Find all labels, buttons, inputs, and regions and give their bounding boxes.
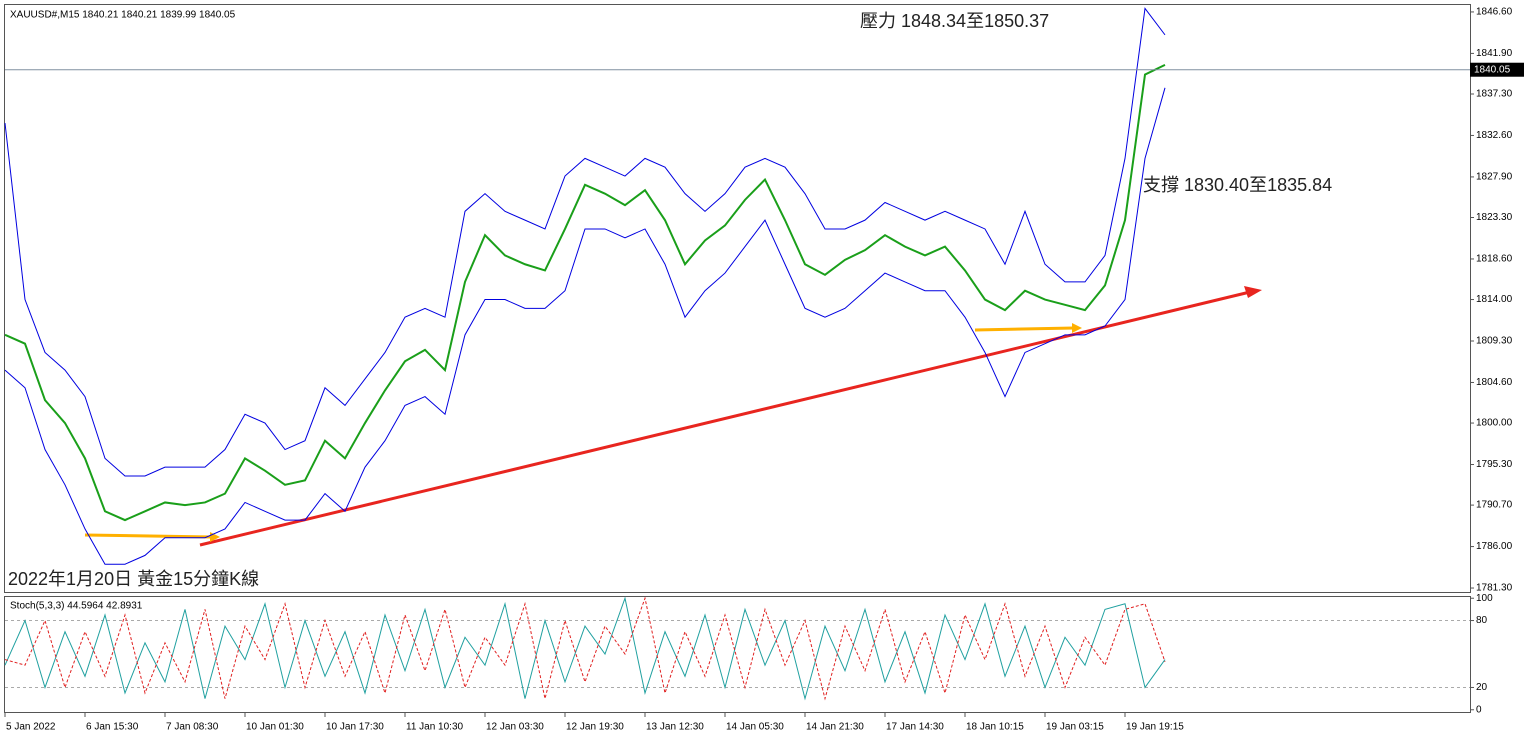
x-tick-label: 19 Jan 03:15 — [1046, 722, 1104, 733]
x-tick-label: 6 Jan 15:30 — [86, 722, 139, 733]
x-tick-label: 7 Jan 08:30 — [166, 722, 219, 733]
y-tick-label: 1795.30 — [1476, 459, 1513, 470]
last-price-label: 1840.05 — [1474, 64, 1511, 75]
y-tick-label: 1786.00 — [1476, 541, 1513, 552]
series-line — [4, 596, 1166, 701]
y-tick-label: 1809.30 — [1476, 336, 1513, 347]
x-tick-label: 5 Jan 2022 — [6, 722, 56, 733]
support-arrow — [1072, 323, 1082, 333]
y-tick-label: 1800.00 — [1476, 418, 1513, 429]
y-tick-label: 1781.30 — [1476, 583, 1513, 594]
x-tick-label: 13 Jan 12:30 — [646, 722, 704, 733]
series-line — [4, 7, 1166, 477]
chart-caption: 2022年1月20日 黃金15分鐘K線 — [8, 569, 259, 589]
y-tick-label: 80 — [1476, 615, 1488, 626]
y-tick-label: 1818.60 — [1476, 254, 1513, 265]
x-tick-label: 18 Jan 10:15 — [966, 722, 1024, 733]
x-tick-label: 19 Jan 19:15 — [1126, 722, 1184, 733]
y-tick-label: 1823.30 — [1476, 212, 1513, 223]
y-tick-label: 0 — [1476, 704, 1482, 715]
support-line — [974, 326, 1075, 332]
y-tick-label: 1846.60 — [1476, 7, 1513, 18]
last-price-box — [1470, 62, 1524, 77]
x-tick-label: 10 Jan 17:30 — [326, 722, 384, 733]
support-line — [84, 533, 213, 539]
trend-arrow — [1244, 286, 1262, 298]
x-tick-label: 11 Jan 10:30 — [406, 722, 464, 733]
stoch-panel — [4, 596, 1471, 713]
x-tick-label: 17 Jan 14:30 — [886, 722, 944, 733]
x-tick-label: 12 Jan 03:30 — [486, 722, 544, 733]
x-tick-label: 12 Jan 19:30 — [566, 722, 624, 733]
y-tick-label: 1827.90 — [1476, 172, 1513, 183]
y-tick-label: 1814.00 — [1476, 294, 1513, 305]
price-panel — [4, 4, 1471, 593]
stoch-header: Stoch(5,3,3) 44.5964 42.8931 — [10, 601, 143, 612]
y-tick-label: 1804.60 — [1476, 377, 1513, 388]
x-tick-label: 14 Jan 21:30 — [806, 722, 864, 733]
y-tick-label: 1832.60 — [1476, 130, 1513, 141]
series-line — [4, 63, 1166, 522]
trend-line — [199, 290, 1251, 547]
y-tick-label: 20 — [1476, 682, 1488, 693]
y-tick-label: 1790.70 — [1476, 500, 1513, 511]
y-tick-label: 1841.90 — [1476, 48, 1513, 59]
series-line — [4, 87, 1166, 565]
x-tick-label: 14 Jan 05:30 — [726, 722, 784, 733]
symbol-header: XAUUSD#,M15 1840.21 1840.21 1839.99 1840… — [10, 10, 236, 21]
y-tick-label: 100 — [1476, 593, 1493, 604]
y-tick-label: 1837.30 — [1476, 89, 1513, 100]
resistance-note: 壓力 1848.34至1850.37 — [860, 11, 1049, 31]
series-line — [4, 596, 1166, 701]
support-note: 支撐 1830.40至1835.84 — [1143, 175, 1332, 195]
x-tick-label: 10 Jan 01:30 — [246, 722, 304, 733]
